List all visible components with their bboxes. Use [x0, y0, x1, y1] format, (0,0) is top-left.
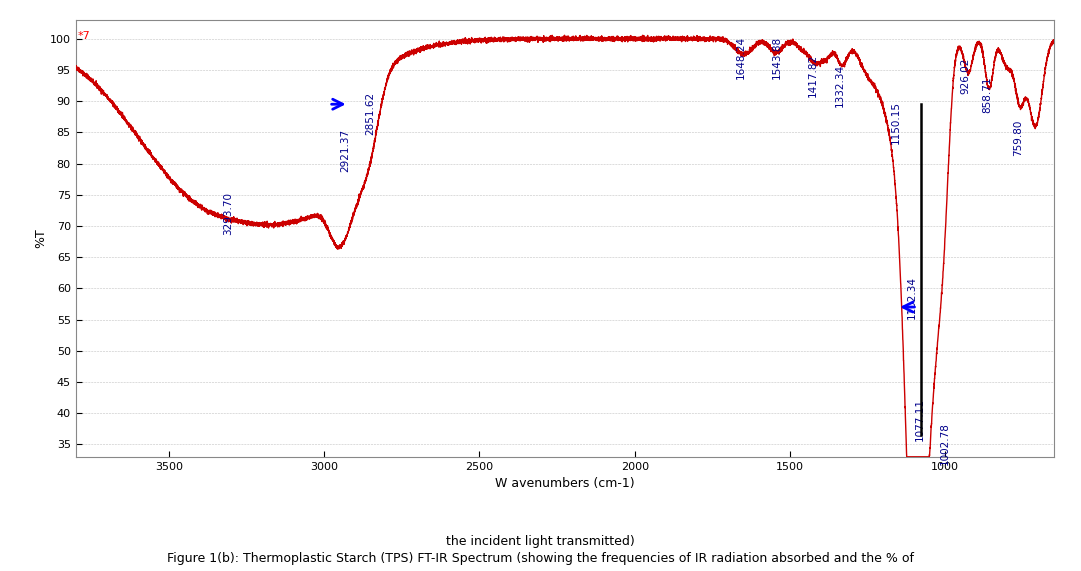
- Text: *7: *7: [78, 31, 91, 41]
- Text: 1077.11: 1077.11: [915, 397, 924, 440]
- Text: 1102.34: 1102.34: [907, 276, 917, 319]
- Text: 858.71: 858.71: [983, 76, 992, 112]
- Text: 3293.70: 3293.70: [224, 192, 233, 235]
- Text: 1332.34: 1332.34: [835, 63, 844, 107]
- Text: 2851.62: 2851.62: [365, 92, 375, 135]
- Y-axis label: %T: %T: [34, 228, 48, 248]
- Text: 1417.82: 1417.82: [808, 54, 817, 98]
- Text: 1002.78: 1002.78: [939, 423, 949, 465]
- Text: 759.80: 759.80: [1013, 120, 1024, 156]
- Text: 1543.88: 1543.88: [772, 35, 782, 79]
- Text: 2921.37: 2921.37: [339, 129, 350, 172]
- Text: 1150.15: 1150.15: [891, 101, 902, 144]
- Text: Figure 1(b): Thermoplastic Starch (TPS) FT-IR Spectrum (showing the frequencies : Figure 1(b): Thermoplastic Starch (TPS) …: [166, 552, 915, 565]
- X-axis label: W avenumbers (cm-1): W avenumbers (cm-1): [495, 477, 635, 490]
- Text: 926.02: 926.02: [961, 58, 971, 94]
- Text: the incident light transmitted): the incident light transmitted): [446, 535, 635, 548]
- Text: 1648.24: 1648.24: [736, 35, 746, 79]
